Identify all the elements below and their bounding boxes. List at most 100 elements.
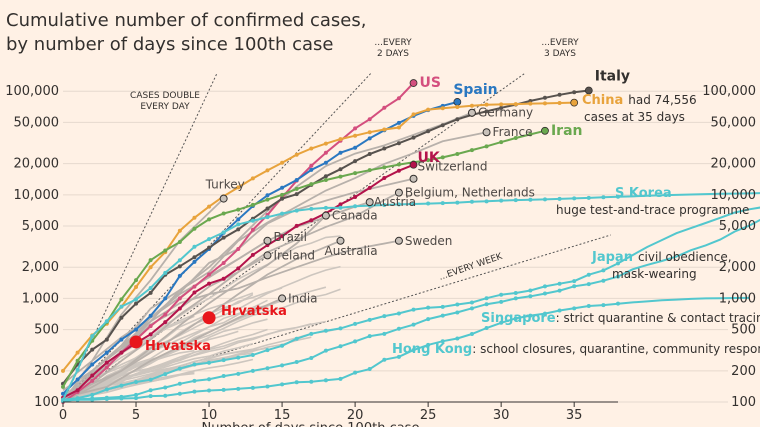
grey-background-series [62, 330, 239, 403]
series-point-japan [192, 362, 197, 367]
series-point-s-korea [499, 198, 504, 203]
series-point-japan [236, 355, 241, 360]
guide-line-every-3-days [62, 72, 526, 403]
guide-label-every-2-days: ...EVERY [374, 38, 412, 48]
series-point-singapore [265, 366, 270, 371]
y-tick-label-right: 1,000 [719, 291, 756, 306]
y-tick-label-left: 100,000 [5, 84, 59, 99]
series-point-hong-kong [616, 301, 620, 306]
series-point-china [426, 107, 431, 112]
series-point-italy [236, 227, 241, 232]
series-point-china [61, 368, 65, 373]
series-point-s-korea [601, 195, 606, 200]
guide-label-cases-double-every-day: CASES DOUBLE [130, 91, 200, 101]
series-point-china [236, 185, 241, 190]
series-point-italy [572, 90, 577, 95]
series-label-brazil: Brazil [273, 230, 307, 244]
series-point-japan [309, 331, 314, 336]
series-point-italy [207, 245, 212, 250]
series-point-hong-kong [586, 303, 591, 308]
series-label-france: France [493, 125, 533, 139]
series-point-s-korea [236, 222, 241, 227]
series-point-s-korea [221, 230, 226, 235]
series-point-hong-kong [528, 313, 533, 318]
series-point-japan [382, 314, 387, 319]
series-point-japan [163, 372, 168, 377]
x-tick-label: 5 [132, 408, 140, 423]
series-point-iran [469, 148, 474, 153]
series-point-italy [177, 264, 182, 269]
series-point-japan [134, 379, 139, 384]
series-point-singapore [499, 299, 504, 304]
series-point-japan [484, 296, 489, 301]
series-point-china [323, 141, 328, 146]
series-point-hong-kong [338, 376, 343, 381]
series-point-italy [411, 135, 416, 140]
series-point-spain [90, 362, 95, 367]
series-point-us [163, 312, 168, 317]
series-point-japan [353, 321, 358, 326]
series-point-us [192, 284, 197, 289]
series-line-austria [62, 201, 370, 399]
series-point-hong-kong [499, 320, 504, 325]
series-point-iran [367, 168, 372, 173]
series-endpoint-austria [365, 198, 374, 207]
series-endpoint-india [278, 294, 287, 303]
series-point-china [484, 102, 489, 107]
series-point-italy [294, 192, 299, 197]
series-point-italy [557, 92, 562, 97]
annotation-singapore: Singapore: strict quarantine & contact t… [481, 311, 760, 326]
y-tick-label-right: 100 [731, 395, 756, 410]
series-point-singapore [484, 302, 489, 307]
series-endpoint-australia [336, 236, 345, 245]
series-line-canada [62, 214, 327, 403]
series-label-turkey: Turkey [205, 178, 245, 192]
series-point-us [177, 296, 182, 301]
series-point-hong-kong [90, 397, 95, 402]
series-point-italy [382, 146, 387, 151]
series-point-singapore [134, 392, 139, 397]
series-endpoint-germany [467, 108, 476, 117]
series-point-hong-kong [455, 336, 460, 341]
series-point-japan [367, 317, 372, 322]
series-point-singapore [455, 310, 460, 315]
series-point-uk [75, 388, 80, 393]
series-label-spain: Spain [453, 82, 497, 98]
series-point-iran [177, 240, 182, 245]
series-line-brazil [62, 240, 268, 385]
series-endpoint-turkey [219, 194, 228, 203]
series-point-s-korea [586, 195, 591, 200]
series-point-italy [119, 315, 124, 320]
series-point-us [90, 378, 95, 383]
series-endpoint-brazil [263, 236, 272, 245]
series-point-uk [207, 281, 212, 286]
annotation-japan: Japan civil obedience, [591, 250, 732, 265]
series-point-iran [499, 140, 504, 145]
annotation-s-korea-line2: huge test-and-trace programme [556, 203, 749, 217]
series-point-japan [586, 272, 591, 277]
series-endpoint-canada [321, 211, 330, 220]
series-point-japan [455, 302, 460, 307]
series-point-hong-kong [236, 386, 241, 391]
series-point-uk [221, 276, 226, 281]
series-point-singapore [542, 291, 547, 296]
y-tick-label-left: 20,000 [14, 157, 60, 172]
series-point-spain [294, 178, 299, 183]
series-point-singapore [207, 377, 212, 382]
series-point-japan [396, 311, 401, 316]
series-point-singapore [513, 296, 518, 301]
series-point-japan [119, 383, 124, 388]
series-point-iran [221, 211, 226, 216]
series-point-s-korea [163, 270, 168, 275]
series-point-iran [484, 144, 489, 149]
series-line-japan [62, 206, 760, 401]
series-point-china [75, 350, 80, 355]
series-point-spain [177, 273, 182, 278]
guide-label-cases-double-every-day: EVERY DAY [140, 102, 190, 112]
series-line-australia [62, 239, 341, 399]
series-point-s-korea [484, 199, 489, 204]
series-point-italy [484, 109, 489, 114]
y-tick-label-left: 2,000 [22, 260, 59, 275]
series-point-s-korea [426, 201, 431, 206]
